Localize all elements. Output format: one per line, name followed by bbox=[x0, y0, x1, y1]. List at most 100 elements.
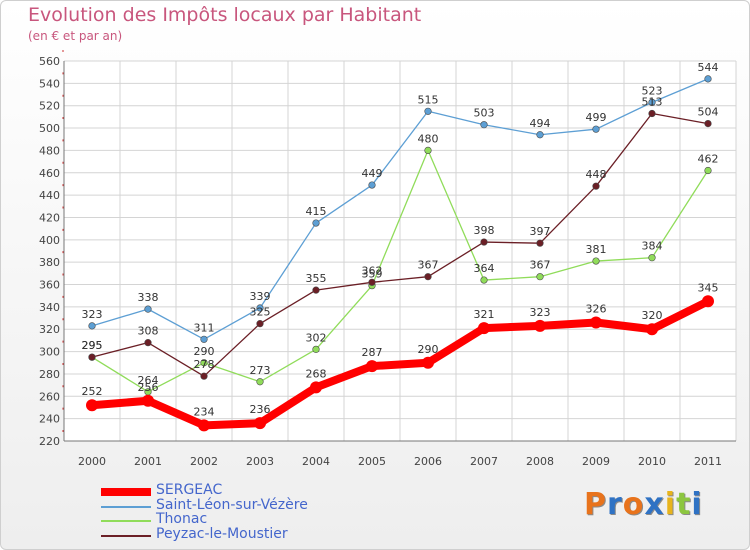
x-tick-label: 2009 bbox=[582, 455, 610, 468]
data-point-saint-l-on-sur-v-z-re bbox=[312, 219, 320, 227]
data-label-sergeac: 268 bbox=[306, 367, 327, 380]
y-tick-label: 320 bbox=[39, 323, 60, 336]
y-tick-label: 340 bbox=[39, 301, 60, 314]
y-tick-label: 420 bbox=[39, 211, 60, 224]
data-point-sergeac bbox=[422, 356, 434, 369]
data-point-thonac bbox=[256, 378, 264, 386]
data-point-saint-l-on-sur-v-z-re bbox=[648, 98, 656, 106]
data-label-saint-l-on-sur-v-z-re: 415 bbox=[306, 205, 327, 218]
data-label-saint-l-on-sur-v-z-re: 499 bbox=[586, 111, 607, 124]
data-point-peyzac-le-moustier bbox=[480, 238, 488, 246]
y-tick-label: 520 bbox=[39, 100, 60, 113]
line-chart: 220 240 260 280 300 320 340 360 380 400 420 440 460 4… bbox=[39, 50, 737, 468]
data-point-peyzac-le-moustier bbox=[648, 109, 656, 118]
series-line-saint-l-on-sur-v-z-re bbox=[91, 78, 709, 340]
data-label-sergeac: 236 bbox=[250, 403, 271, 416]
y-tick-label: 380 bbox=[39, 256, 60, 269]
data-point-sergeac bbox=[478, 322, 490, 335]
data-point-peyzac-le-moustier bbox=[144, 339, 152, 347]
data-label-thonac: 367 bbox=[530, 259, 551, 272]
data-point-sergeac bbox=[534, 319, 546, 332]
x-tick-label: 2002 bbox=[190, 455, 218, 468]
proxiti-logo: Proxiti bbox=[584, 487, 703, 522]
data-point-peyzac-le-moustier bbox=[704, 119, 712, 128]
data-point-saint-l-on-sur-v-z-re bbox=[256, 304, 264, 312]
data-label-sergeac: 290 bbox=[418, 343, 439, 356]
y-tick-label: 460 bbox=[39, 167, 60, 180]
data-label-saint-l-on-sur-v-z-re: 523 bbox=[642, 84, 663, 97]
data-label-saint-l-on-sur-v-z-re: 323 bbox=[82, 308, 103, 321]
data-label-thonac: 290 bbox=[194, 345, 215, 358]
data-label-saint-l-on-sur-v-z-re: 311 bbox=[194, 321, 215, 334]
data-point-thonac bbox=[424, 146, 432, 155]
y-tick-label: 540 bbox=[39, 77, 60, 90]
data-label-sergeac: 234 bbox=[194, 405, 215, 418]
data-label-saint-l-on-sur-v-z-re: 339 bbox=[250, 290, 271, 303]
data-label-sergeac: 320 bbox=[642, 309, 663, 322]
data-label-saint-l-on-sur-v-z-re: 515 bbox=[418, 93, 439, 106]
y-tick-label: 240 bbox=[39, 413, 60, 426]
legend-label: Thonac bbox=[156, 511, 208, 527]
data-point-saint-l-on-sur-v-z-re bbox=[368, 181, 376, 189]
data-point-saint-l-on-sur-v-z-re bbox=[480, 121, 488, 129]
legend-swatch bbox=[101, 534, 151, 537]
y-tick-label: 300 bbox=[39, 346, 60, 359]
data-point-thonac bbox=[536, 273, 544, 281]
data-label-peyzac-le-moustier: 308 bbox=[138, 325, 159, 338]
data-point-peyzac-le-moustier bbox=[312, 286, 320, 294]
data-point-thonac bbox=[704, 166, 712, 175]
data-point-thonac bbox=[480, 276, 488, 284]
x-tick-label: 2003 bbox=[246, 455, 274, 468]
data-label-thonac: 273 bbox=[250, 364, 271, 377]
y-tick-label: 220 bbox=[39, 435, 60, 448]
data-label-thonac: 302 bbox=[306, 331, 327, 344]
legend-label: Saint-Léon-sur-Vézère bbox=[156, 496, 308, 513]
x-tick-label: 2004 bbox=[302, 455, 330, 468]
data-label-sergeac: 252 bbox=[82, 385, 103, 398]
data-point-sergeac bbox=[254, 417, 266, 430]
data-label-saint-l-on-sur-v-z-re: 338 bbox=[138, 291, 159, 304]
y-tick-label: 480 bbox=[39, 144, 60, 157]
data-label-peyzac-le-moustier: 355 bbox=[306, 272, 327, 285]
x-tick-label: 2007 bbox=[470, 455, 498, 468]
data-label-sergeac: 326 bbox=[586, 303, 607, 316]
logo-letter: t bbox=[676, 487, 692, 522]
y-tick-label: 260 bbox=[39, 390, 60, 403]
series-line-thonac bbox=[91, 149, 709, 393]
data-point-sergeac bbox=[198, 419, 210, 432]
data-label-saint-l-on-sur-v-z-re: 503 bbox=[474, 107, 495, 120]
data-label-thonac: 480 bbox=[418, 132, 439, 145]
data-point-saint-l-on-sur-v-z-re bbox=[144, 305, 152, 313]
data-point-saint-l-on-sur-v-z-re bbox=[424, 107, 432, 115]
logo-letter: i bbox=[664, 487, 677, 522]
data-point-thonac bbox=[648, 254, 656, 262]
chart-subtitle: (en € et par an) bbox=[28, 29, 123, 43]
data-label-saint-l-on-sur-v-z-re: 544 bbox=[698, 61, 719, 74]
data-point-peyzac-le-moustier bbox=[536, 239, 544, 247]
x-tick-label: 2000 bbox=[78, 455, 106, 468]
data-label-thonac: 359 bbox=[362, 268, 383, 281]
data-point-sergeac bbox=[310, 381, 322, 394]
x-tick-label: 2006 bbox=[414, 455, 442, 468]
data-label-sergeac: 287 bbox=[362, 346, 383, 359]
data-label-sergeac: 256 bbox=[138, 381, 159, 394]
data-label-thonac: 295 bbox=[82, 339, 103, 352]
data-label-peyzac-le-moustier: 295 bbox=[82, 339, 103, 352]
series-line-peyzac-le-moustier bbox=[91, 112, 709, 377]
data-label-thonac: 381 bbox=[586, 243, 607, 256]
data-label-peyzac-le-moustier: 325 bbox=[250, 306, 271, 319]
data-label-peyzac-le-moustier: 362 bbox=[362, 264, 383, 277]
data-point-saint-l-on-sur-v-z-re bbox=[200, 335, 208, 343]
logo-letter: x bbox=[644, 487, 665, 522]
data-point-sergeac bbox=[142, 394, 154, 407]
data-label-sergeac: 321 bbox=[474, 308, 495, 321]
data-label-thonac: 462 bbox=[698, 153, 719, 166]
y-tick-label: 280 bbox=[39, 368, 60, 381]
data-point-sergeac bbox=[366, 360, 378, 373]
x-tick-label: 2008 bbox=[526, 455, 554, 468]
data-point-saint-l-on-sur-v-z-re bbox=[592, 125, 600, 133]
data-point-peyzac-le-moustier bbox=[424, 273, 432, 281]
data-label-sergeac: 345 bbox=[698, 281, 719, 294]
data-label-thonac: 364 bbox=[474, 262, 495, 275]
data-point-thonac bbox=[592, 257, 600, 265]
